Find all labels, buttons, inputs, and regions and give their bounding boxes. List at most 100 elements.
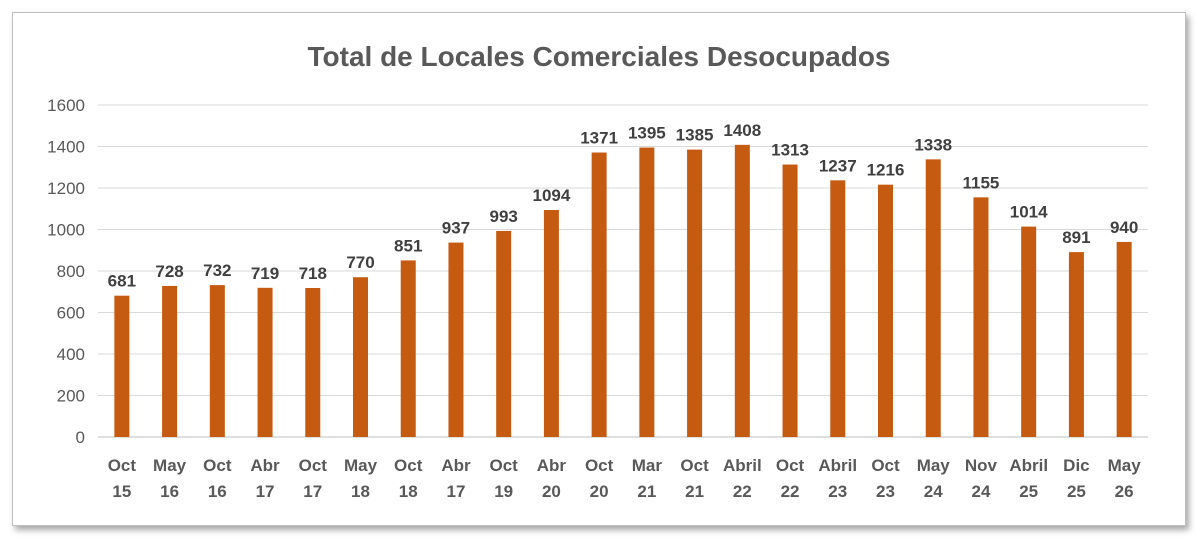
data-label: 937 — [442, 219, 470, 238]
x-tick-label: Abril — [1009, 456, 1048, 475]
x-tick-label: Oct — [108, 456, 137, 475]
x-tick-label: 19 — [494, 482, 513, 501]
bar — [925, 159, 941, 438]
x-tick-label: Dic — [1063, 456, 1089, 475]
y-tick-label: 1000 — [47, 221, 85, 240]
data-label: 1395 — [628, 124, 666, 143]
x-tick-label: May — [1108, 456, 1142, 475]
bar — [305, 288, 321, 437]
data-label: 718 — [299, 264, 327, 283]
x-tick-label: Abr — [250, 456, 280, 475]
bar — [734, 144, 750, 437]
data-label: 1237 — [819, 156, 857, 175]
data-label: 681 — [108, 272, 136, 291]
x-axis: Oct 15 May 16 Oct 16 Abr 17 Oct 17 May 18 Oct 18 Abr 17… — [108, 456, 1142, 501]
bar — [114, 295, 130, 437]
bar — [1021, 226, 1037, 437]
data-label: 1313 — [771, 141, 809, 160]
x-tick-label: 17 — [446, 482, 465, 501]
data-label: 940 — [1110, 218, 1138, 237]
x-tick-label: 20 — [542, 482, 561, 501]
bar — [782, 164, 798, 438]
bar — [209, 285, 225, 437]
x-tick-label: 22 — [781, 482, 800, 501]
x-tick-label: 21 — [637, 482, 656, 501]
x-tick-label: Abr — [537, 456, 567, 475]
x-tick-label: Mar — [632, 456, 663, 475]
x-tick-label: 16 — [160, 482, 179, 501]
y-tick-label: 0 — [76, 428, 85, 447]
y-tick-label: 1600 — [47, 96, 85, 115]
x-tick-label: Abril — [818, 456, 857, 475]
bar — [639, 147, 655, 437]
x-tick-label: 24 — [971, 482, 990, 501]
x-tick-label: Oct — [680, 456, 709, 475]
x-tick-label: Oct — [203, 456, 232, 475]
data-label: 732 — [203, 261, 231, 280]
x-tick-label: May — [153, 456, 187, 475]
x-tick-label: 23 — [876, 482, 895, 501]
x-tick-label: 25 — [1067, 482, 1086, 501]
x-tick-label: 16 — [208, 482, 227, 501]
data-label: 770 — [346, 253, 374, 272]
data-label: 1216 — [867, 161, 905, 180]
x-tick-label: Nov — [965, 456, 998, 475]
y-axis: 0 200 400 600 800 1000 1200 1400 1600 — [47, 96, 85, 447]
x-tick-label: May — [344, 456, 378, 475]
bar — [878, 184, 893, 437]
x-tick-label: Oct — [776, 456, 805, 475]
data-label: 1338 — [914, 135, 952, 154]
bar — [1068, 252, 1084, 437]
x-tick-label: Oct — [299, 456, 328, 475]
bars — [114, 144, 1132, 438]
bar — [162, 285, 178, 437]
x-tick-label: 21 — [685, 482, 704, 501]
bar — [830, 180, 846, 437]
data-labels: 681 728 732 719 718 770 851 937 993 1094 1371 1395 1… — [108, 121, 1139, 291]
x-tick-label: 18 — [351, 482, 370, 501]
y-tick-label: 600 — [57, 304, 85, 323]
x-tick-label: 17 — [303, 482, 322, 501]
x-tick-label: May — [917, 456, 951, 475]
data-label: 1371 — [580, 129, 618, 148]
bar — [400, 260, 416, 437]
data-label: 1155 — [963, 173, 1000, 192]
data-label: 891 — [1062, 228, 1090, 247]
x-tick-label: 18 — [399, 482, 418, 501]
bar — [591, 152, 607, 437]
data-label: 1385 — [676, 126, 714, 145]
x-tick-label: 22 — [733, 482, 752, 501]
y-tick-label: 1400 — [47, 138, 85, 157]
x-tick-label: 17 — [256, 482, 275, 501]
data-label: 728 — [155, 262, 183, 281]
data-label: 1014 — [1010, 203, 1048, 222]
gridlines — [98, 104, 1148, 438]
y-tick-label: 400 — [57, 345, 85, 364]
x-tick-label: 26 — [1115, 482, 1134, 501]
x-tick-label: Oct — [394, 456, 423, 475]
x-tick-label: 23 — [828, 482, 847, 501]
y-tick-label: 800 — [57, 262, 85, 281]
x-tick-label: 24 — [924, 482, 943, 501]
x-tick-label: Abr — [441, 456, 471, 475]
bar — [448, 242, 464, 437]
data-label: 993 — [489, 207, 517, 226]
bar — [496, 230, 512, 437]
x-tick-label: Abril — [723, 456, 762, 475]
bar — [1116, 241, 1132, 437]
y-tick-label: 200 — [57, 387, 85, 406]
x-tick-label: Oct — [490, 456, 519, 475]
bar — [973, 197, 989, 437]
bar — [687, 149, 703, 438]
y-tick-label: 1200 — [47, 179, 85, 198]
data-label: 719 — [251, 264, 279, 283]
x-tick-label: 25 — [1019, 482, 1038, 501]
x-tick-label: Oct — [871, 456, 900, 475]
chart-title: Total de Locales Comerciales Desocupados — [307, 41, 890, 72]
data-label: 1408 — [723, 121, 761, 140]
data-label: 1094 — [532, 186, 570, 205]
bar — [543, 209, 559, 437]
x-tick-label: 20 — [590, 482, 609, 501]
x-tick-label: 15 — [112, 482, 131, 501]
